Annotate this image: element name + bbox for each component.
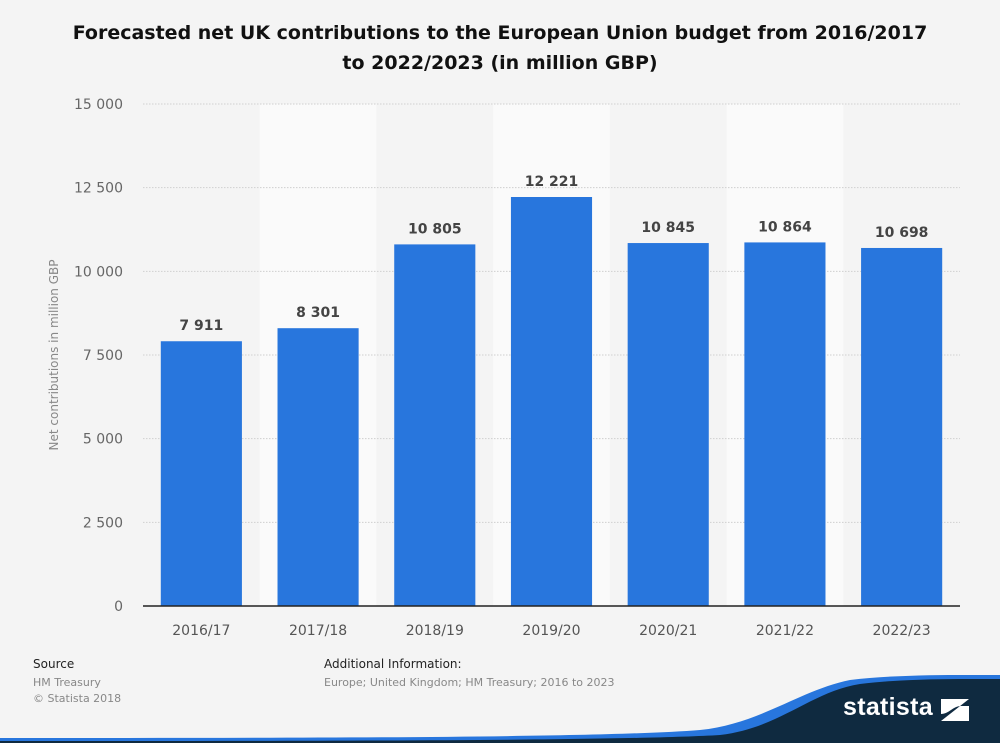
y-tick-label: 0	[114, 599, 123, 615]
x-axis-ticks: 2016/17 2017/18 2018/19 2019/20 2020/21 2021/…	[172, 623, 930, 639]
x-tick-label: 2018/19	[406, 623, 464, 639]
x-tick-label: 2021/22	[756, 623, 814, 639]
chart-title-line-2: to 2022/2023 (in million GBP)	[342, 52, 658, 74]
x-tick-label: 2020/21	[639, 623, 697, 639]
y-tick-label: 15 000	[74, 97, 123, 113]
bar-2018-19[interactable]	[394, 244, 476, 606]
y-tick-label: 12 500	[74, 181, 123, 197]
data-label: 8 301	[296, 305, 340, 321]
bar-2021-22[interactable]	[744, 242, 826, 606]
bar-2019-20[interactable]	[510, 197, 593, 607]
data-label: 10 864	[758, 219, 812, 235]
y-axis-label: Net contributions in million GBP	[47, 260, 61, 451]
additional-info-text: Europe; United Kingdom; HM Treasury; 201…	[324, 676, 615, 689]
bar-2016-17[interactable]	[160, 341, 242, 606]
data-label: 12 221	[525, 174, 579, 190]
bars	[160, 197, 943, 607]
x-tick-label: 2022/23	[873, 623, 931, 639]
y-tick-label: 7 500	[83, 348, 123, 364]
footer-swoosh-accent	[0, 674, 1000, 743]
y-tick-label: 2 500	[83, 515, 123, 531]
data-label: 7 911	[179, 318, 223, 334]
y-axis-ticks: 0 2 500 5 000 7 500 10 000 12 500 15 000	[74, 97, 123, 615]
source-heading: Source	[33, 657, 75, 671]
data-labels: 7 911 8 301 10 805 12 221 10 845 10 864 10 698	[179, 174, 928, 334]
x-tick-label: 2017/18	[289, 623, 347, 639]
data-label: 10 805	[408, 221, 462, 237]
statista-logo[interactable]: statista	[843, 693, 933, 721]
y-tick-label: 5 000	[83, 432, 123, 448]
chart-title-line-1: Forecasted net UK contributions to the E…	[72, 22, 928, 44]
source-text: HM Treasury © Statista 2018	[33, 675, 121, 707]
y-tick-label: 10 000	[74, 264, 123, 280]
chart-title: Forecasted net UK contributions to the E…	[0, 18, 1000, 78]
source-line-1: HM Treasury	[33, 676, 101, 689]
bar-2022-23[interactable]	[861, 247, 943, 606]
footer-swoosh-dark	[0, 678, 1000, 743]
x-tick-label: 2016/17	[172, 623, 230, 639]
source-line-2: © Statista 2018	[33, 692, 122, 705]
additional-info-heading: Additional Information:	[324, 657, 462, 671]
x-tick-label: 2019/20	[522, 623, 580, 639]
bar-2017-18[interactable]	[277, 328, 359, 606]
statista-logo-icon	[941, 699, 969, 721]
data-label: 10 698	[875, 225, 929, 241]
data-label: 10 845	[641, 220, 695, 236]
bar-2020-21[interactable]	[627, 243, 709, 606]
